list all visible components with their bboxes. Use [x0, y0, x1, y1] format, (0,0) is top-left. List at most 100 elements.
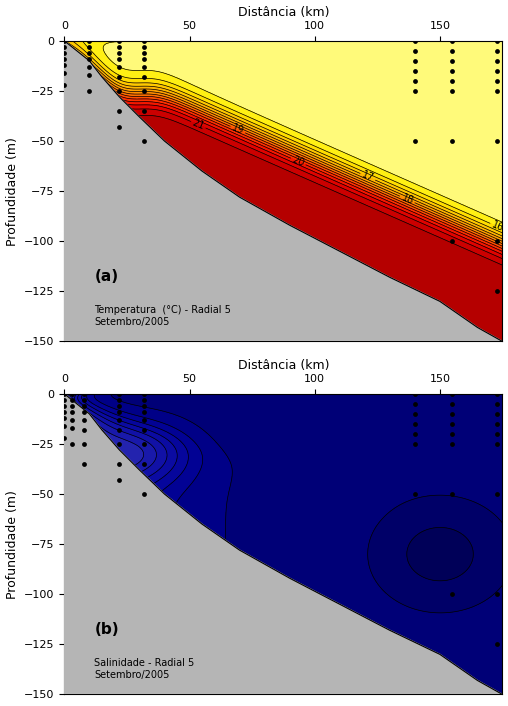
Text: 35.0: 35.0 — [85, 597, 95, 619]
Point — [140, 136, 148, 147]
Text: 35.4: 35.4 — [101, 658, 110, 679]
Point — [449, 589, 457, 600]
Text: 18: 18 — [400, 193, 415, 206]
Point — [493, 398, 501, 409]
Point — [493, 489, 501, 500]
Point — [449, 136, 457, 147]
Point — [493, 286, 501, 297]
Point — [411, 136, 419, 147]
Point — [411, 438, 419, 450]
Point — [68, 394, 76, 405]
Point — [140, 489, 148, 500]
Point — [493, 418, 501, 429]
Point — [80, 388, 88, 400]
Point — [115, 47, 123, 59]
Text: 19: 19 — [230, 123, 245, 136]
Point — [493, 35, 501, 47]
Point — [493, 76, 501, 87]
Point — [115, 424, 123, 436]
Point — [411, 85, 419, 97]
Point — [60, 420, 69, 431]
Point — [140, 406, 148, 417]
Point — [140, 388, 148, 400]
Point — [493, 388, 501, 400]
Point — [60, 35, 69, 47]
Point — [115, 41, 123, 52]
Point — [411, 35, 419, 47]
Point — [140, 438, 148, 450]
Point — [80, 438, 88, 450]
Point — [140, 85, 148, 97]
Point — [449, 76, 457, 87]
Point — [411, 45, 419, 56]
Point — [80, 400, 88, 412]
Text: (b): (b) — [94, 622, 119, 638]
Point — [140, 53, 148, 64]
Point — [60, 394, 69, 405]
Text: 34.6: 34.6 — [73, 642, 83, 663]
Point — [493, 639, 501, 650]
Point — [115, 71, 123, 83]
Point — [85, 53, 93, 64]
Point — [449, 408, 457, 419]
Point — [85, 61, 93, 73]
Point — [115, 414, 123, 426]
Point — [115, 438, 123, 450]
X-axis label: Distância (km): Distância (km) — [238, 6, 329, 18]
Point — [115, 388, 123, 400]
Point — [449, 438, 457, 450]
Point — [68, 406, 76, 417]
Point — [449, 35, 457, 47]
Point — [493, 589, 501, 600]
Point — [411, 65, 419, 76]
Point — [140, 105, 148, 116]
Point — [115, 121, 123, 133]
Point — [140, 394, 148, 405]
Point — [115, 474, 123, 486]
Point — [115, 394, 123, 405]
Point — [140, 414, 148, 426]
Point — [493, 438, 501, 450]
Point — [493, 45, 501, 56]
Point — [493, 65, 501, 76]
Text: 17: 17 — [360, 170, 375, 184]
Point — [140, 61, 148, 73]
Point — [60, 412, 69, 424]
Point — [449, 489, 457, 500]
Point — [411, 398, 419, 409]
Point — [449, 418, 457, 429]
Point — [60, 59, 69, 71]
Point — [85, 85, 93, 97]
Point — [115, 53, 123, 64]
Point — [68, 422, 76, 433]
Point — [140, 424, 148, 436]
Point — [411, 429, 419, 440]
Point — [80, 414, 88, 426]
Point — [80, 458, 88, 469]
Point — [60, 406, 69, 417]
Y-axis label: Profundidade (m): Profundidade (m) — [6, 137, 19, 246]
Point — [60, 79, 69, 90]
Point — [449, 388, 457, 400]
Point — [493, 85, 501, 97]
Point — [115, 61, 123, 73]
Text: Salinidade - Radial 5
Setembro/2005: Salinidade - Radial 5 Setembro/2005 — [94, 659, 195, 680]
Point — [68, 400, 76, 412]
Point — [60, 47, 69, 59]
Point — [140, 47, 148, 59]
Point — [115, 85, 123, 97]
Point — [449, 236, 457, 247]
Point — [60, 67, 69, 78]
Point — [411, 489, 419, 500]
Point — [449, 45, 457, 56]
Point — [60, 400, 69, 412]
Point — [140, 458, 148, 469]
Point — [449, 55, 457, 66]
Point — [140, 400, 148, 412]
Y-axis label: Profundidade (m): Profundidade (m) — [6, 490, 19, 599]
Point — [85, 41, 93, 52]
Point — [493, 136, 501, 147]
Point — [85, 35, 93, 47]
Point — [493, 429, 501, 440]
Text: Temperatura  (°C) - Radial 5
Setembro/2005: Temperatura (°C) - Radial 5 Setembro/200… — [94, 306, 231, 327]
